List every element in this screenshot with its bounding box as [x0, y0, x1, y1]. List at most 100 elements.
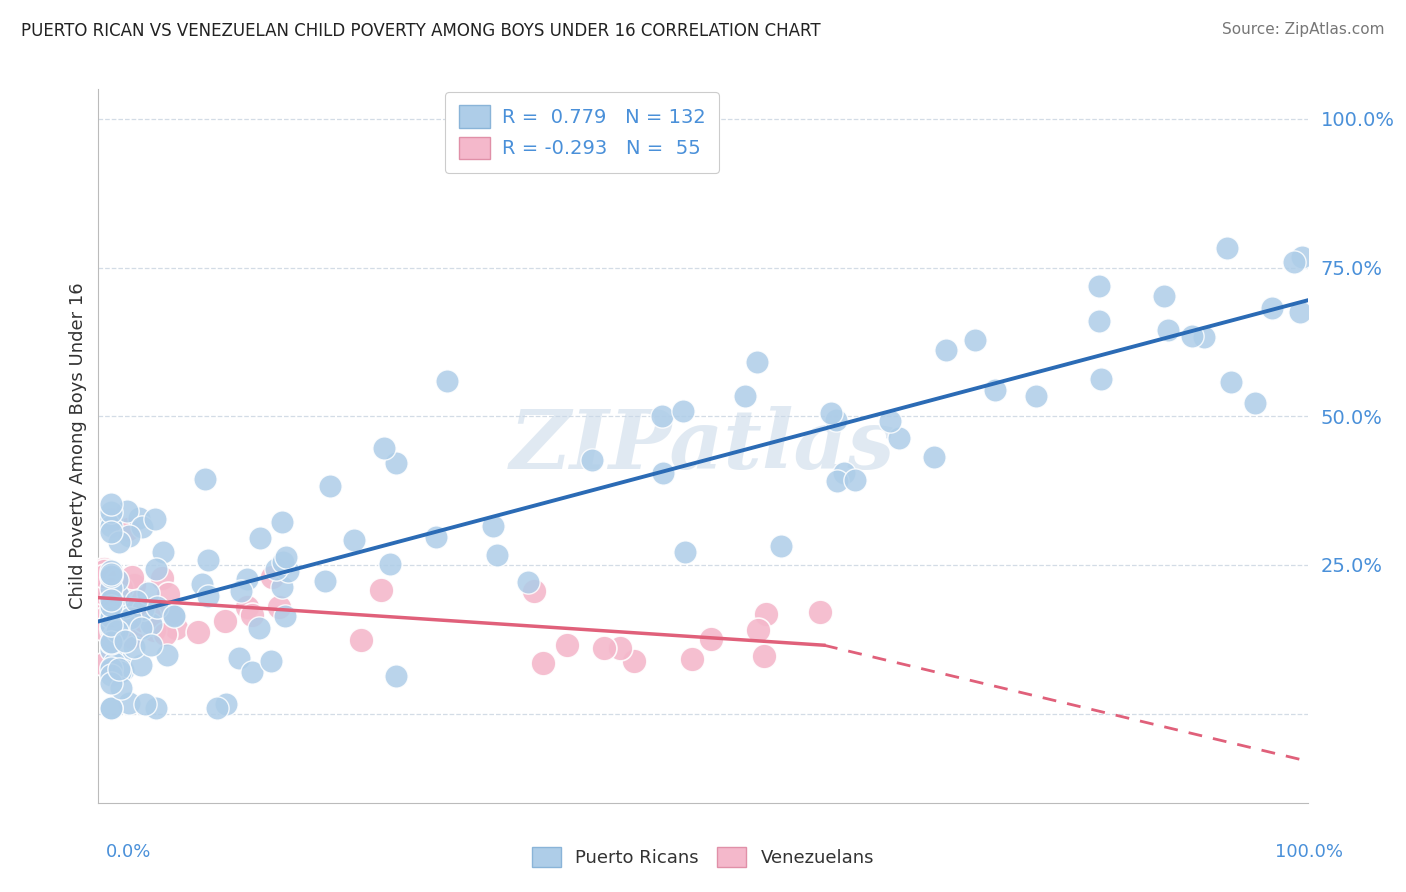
Point — [100, 668, 122, 682]
Point — [100, 524, 122, 539]
Point — [984, 383, 1007, 397]
Point — [105, 573, 128, 587]
Point — [1220, 375, 1243, 389]
Point — [752, 649, 775, 664]
Point — [260, 654, 283, 668]
Point — [100, 635, 122, 649]
Point — [260, 570, 283, 584]
Point — [1090, 372, 1112, 386]
Y-axis label: Child Poverty Among Boys Under 16: Child Poverty Among Boys Under 16 — [69, 283, 87, 609]
Text: PUERTO RICAN VS VENEZUELAN CHILD POVERTY AMONG BOYS UNDER 16 CORRELATION CHART: PUERTO RICAN VS VENEZUELAN CHILD POVERTY… — [21, 22, 821, 40]
Point — [825, 475, 848, 489]
Point — [228, 650, 250, 665]
Point — [100, 700, 122, 714]
Point — [103, 656, 125, 670]
Point — [108, 618, 131, 632]
Point — [879, 414, 901, 428]
Point — [103, 628, 125, 642]
Point — [100, 700, 122, 714]
Point — [581, 453, 603, 467]
Point — [965, 333, 987, 347]
Point — [107, 588, 129, 602]
Point — [485, 549, 508, 563]
Point — [93, 581, 115, 595]
Point — [100, 593, 122, 607]
Point — [734, 389, 756, 403]
Point — [1216, 241, 1239, 255]
Point — [274, 609, 297, 624]
Point — [93, 610, 115, 624]
Point — [93, 564, 115, 578]
Point — [145, 700, 167, 714]
Point — [197, 552, 219, 566]
Point — [214, 614, 236, 628]
Point — [531, 656, 554, 670]
Point — [156, 648, 179, 663]
Point — [889, 431, 911, 445]
Point — [152, 544, 174, 558]
Point — [132, 614, 155, 628]
Point — [146, 600, 169, 615]
Point — [385, 669, 408, 683]
Point — [271, 515, 294, 529]
Point — [132, 601, 155, 615]
Point — [111, 663, 134, 677]
Point — [93, 586, 115, 600]
Point — [1291, 250, 1313, 264]
Point — [277, 564, 299, 578]
Point — [197, 589, 219, 603]
Point — [114, 633, 136, 648]
Point — [93, 607, 115, 621]
Point — [517, 575, 540, 590]
Point — [747, 354, 769, 368]
Point — [93, 657, 115, 671]
Point — [747, 623, 769, 637]
Point — [249, 531, 271, 545]
Point — [100, 609, 122, 624]
Point — [100, 610, 122, 624]
Point — [271, 555, 294, 569]
Point — [118, 529, 141, 543]
Point — [124, 640, 146, 655]
Point — [215, 697, 238, 711]
Point — [138, 609, 160, 624]
Point — [93, 596, 115, 610]
Point — [163, 607, 186, 622]
Point — [107, 662, 129, 676]
Point — [124, 621, 146, 635]
Point — [100, 636, 122, 650]
Point — [100, 518, 122, 533]
Point — [1181, 329, 1204, 343]
Point — [671, 404, 693, 418]
Text: 100.0%: 100.0% — [1275, 843, 1343, 861]
Point — [652, 466, 675, 480]
Point — [129, 658, 152, 673]
Legend: R =  0.779   N = 132, R = -0.293   N =  55: R = 0.779 N = 132, R = -0.293 N = 55 — [446, 92, 718, 173]
Point — [242, 607, 264, 622]
Point — [673, 545, 696, 559]
Point — [100, 676, 122, 690]
Point — [267, 600, 290, 615]
Point — [314, 574, 336, 589]
Point — [139, 617, 162, 632]
Point — [142, 624, 165, 638]
Point — [100, 662, 122, 676]
Point — [163, 608, 186, 623]
Point — [129, 621, 152, 635]
Point — [274, 549, 297, 564]
Point — [93, 561, 115, 575]
Point — [132, 602, 155, 616]
Point — [110, 582, 132, 596]
Point — [191, 577, 214, 591]
Point — [110, 681, 132, 695]
Point — [128, 511, 150, 525]
Point — [436, 374, 458, 388]
Point — [623, 654, 645, 668]
Point — [131, 520, 153, 534]
Point — [824, 413, 846, 427]
Point — [93, 569, 115, 583]
Point — [93, 570, 115, 584]
Point — [108, 665, 131, 680]
Point — [922, 450, 945, 465]
Point — [100, 620, 122, 634]
